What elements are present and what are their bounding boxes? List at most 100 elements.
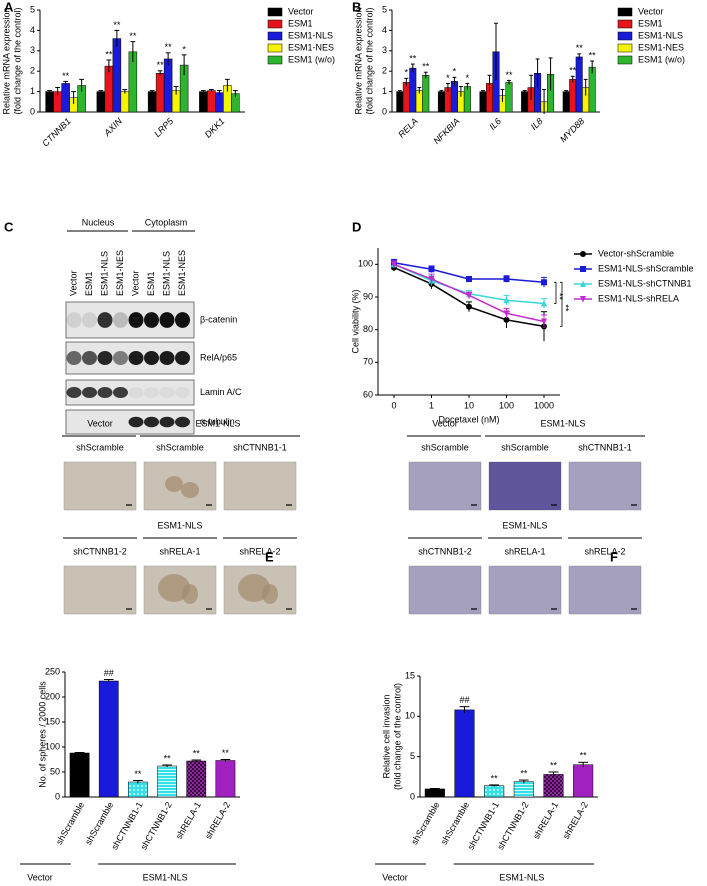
bar xyxy=(505,82,513,113)
fraction-label: Nucleus xyxy=(82,217,115,227)
blot-band xyxy=(66,387,82,398)
y-tick-label: 5 xyxy=(410,751,415,761)
significance: * xyxy=(446,73,450,83)
x-tick-label: IL6 xyxy=(487,116,503,132)
micrograph xyxy=(63,565,137,615)
legend-label: Vector-shScramble xyxy=(598,248,674,258)
sphere xyxy=(181,482,199,498)
micrograph xyxy=(488,565,562,615)
blot-band xyxy=(175,350,190,366)
point xyxy=(541,279,547,286)
panel-label: F xyxy=(610,549,618,564)
row-label: shRELA-1 xyxy=(159,546,200,556)
x-tick-label: shCTNNB1-2 xyxy=(495,800,530,851)
blot-band xyxy=(175,312,190,328)
blot-band xyxy=(113,387,128,398)
column-header: Vector xyxy=(87,418,113,428)
significance: ** xyxy=(589,50,597,60)
x-tick-label: 0 xyxy=(391,400,396,410)
protein-label: Lamin A/C xyxy=(200,387,242,397)
legend-swatch xyxy=(267,55,283,65)
row-label: shCTNNB1-2 xyxy=(73,546,127,556)
protein-label: β-catenin xyxy=(200,314,237,324)
bar xyxy=(569,79,577,113)
bar xyxy=(454,709,475,798)
y-tick-label: 250 xyxy=(45,666,60,676)
y-tick-label: 60 xyxy=(363,389,373,399)
bar xyxy=(104,65,114,113)
significance: ** xyxy=(62,71,70,81)
y-tick-label: 5 xyxy=(30,4,35,14)
point xyxy=(428,266,435,273)
significance: ** xyxy=(193,748,201,758)
blot-band xyxy=(66,312,82,328)
micrograph xyxy=(568,565,642,615)
blot-band xyxy=(144,416,159,428)
legend-label: ESM1 xyxy=(638,18,663,28)
significance: ** xyxy=(576,43,584,53)
x-tick-label: RELA xyxy=(396,116,420,140)
significance: ** xyxy=(409,53,417,63)
row-label: shScramble xyxy=(156,442,204,452)
y-tick-label: 10 xyxy=(405,711,415,721)
bracket xyxy=(560,281,563,327)
legend-label: ESM1-NES xyxy=(288,42,334,52)
bar xyxy=(513,781,534,798)
y-tick-label: 100 xyxy=(358,259,373,269)
row-label: shCTNNB1-1 xyxy=(578,442,632,452)
significance: ** xyxy=(491,773,499,783)
blot-band xyxy=(97,350,113,366)
x-tick-label: shRELA-2 xyxy=(561,800,590,841)
y-tick-label: 80 xyxy=(363,324,373,334)
row-label: shScramble xyxy=(76,442,124,452)
row-label: shCTNNB1-1 xyxy=(233,442,287,452)
bar xyxy=(155,72,165,113)
y-tick-label: 0 xyxy=(30,106,35,116)
significance: * xyxy=(182,44,186,54)
blot-band xyxy=(113,350,128,366)
bar xyxy=(409,67,417,113)
bar xyxy=(163,58,173,113)
point xyxy=(391,261,397,268)
significance: ** xyxy=(505,70,513,80)
legend-swatch xyxy=(617,19,633,29)
lane-label: ESM1-NLS xyxy=(161,251,171,296)
panel-label: E xyxy=(265,549,274,564)
blot-band xyxy=(82,312,97,328)
significance: ** xyxy=(134,769,142,779)
x-tick-label: CTNNB1 xyxy=(40,116,73,149)
column-header: ESM1-NLS xyxy=(540,418,585,428)
significance: ** xyxy=(422,62,430,72)
sphere xyxy=(238,574,270,602)
significance: ** xyxy=(165,42,173,52)
x-tick-label: 100 xyxy=(499,400,514,410)
stain xyxy=(409,566,481,614)
blot-band xyxy=(159,312,175,328)
row-label: shCTNNB1-2 xyxy=(418,546,472,556)
y-axis-label: Relative mRNA expression xyxy=(353,7,363,114)
column-header: ESM1-NLS xyxy=(502,520,547,530)
group-label: ESM1-NLS xyxy=(499,872,544,882)
y-tick-label: 150 xyxy=(45,716,60,726)
micrograph xyxy=(408,565,482,615)
x-tick-label: shRELA-1 xyxy=(531,800,560,841)
significance: ** xyxy=(157,60,165,70)
panel-label: B xyxy=(352,0,361,14)
legend-swatch xyxy=(617,31,633,41)
blot-band xyxy=(144,350,159,366)
micrograph xyxy=(408,461,482,511)
legend-swatch xyxy=(617,43,633,53)
x-tick-label: shRELA-1 xyxy=(174,800,203,841)
bar xyxy=(450,81,458,113)
bar xyxy=(484,785,505,798)
bar xyxy=(215,92,224,113)
x-tick-label: DKK1 xyxy=(203,116,227,140)
legend-swatch xyxy=(267,19,283,29)
legend-label: ESM1 (w/o) xyxy=(638,54,685,64)
legend-label: ESM1-NLS-shCTNNB1 xyxy=(598,278,692,288)
y-tick-label: 3 xyxy=(30,45,35,55)
bar xyxy=(422,75,430,113)
y-tick-label: 90 xyxy=(363,291,373,301)
bar xyxy=(543,774,564,798)
bar xyxy=(437,91,445,113)
